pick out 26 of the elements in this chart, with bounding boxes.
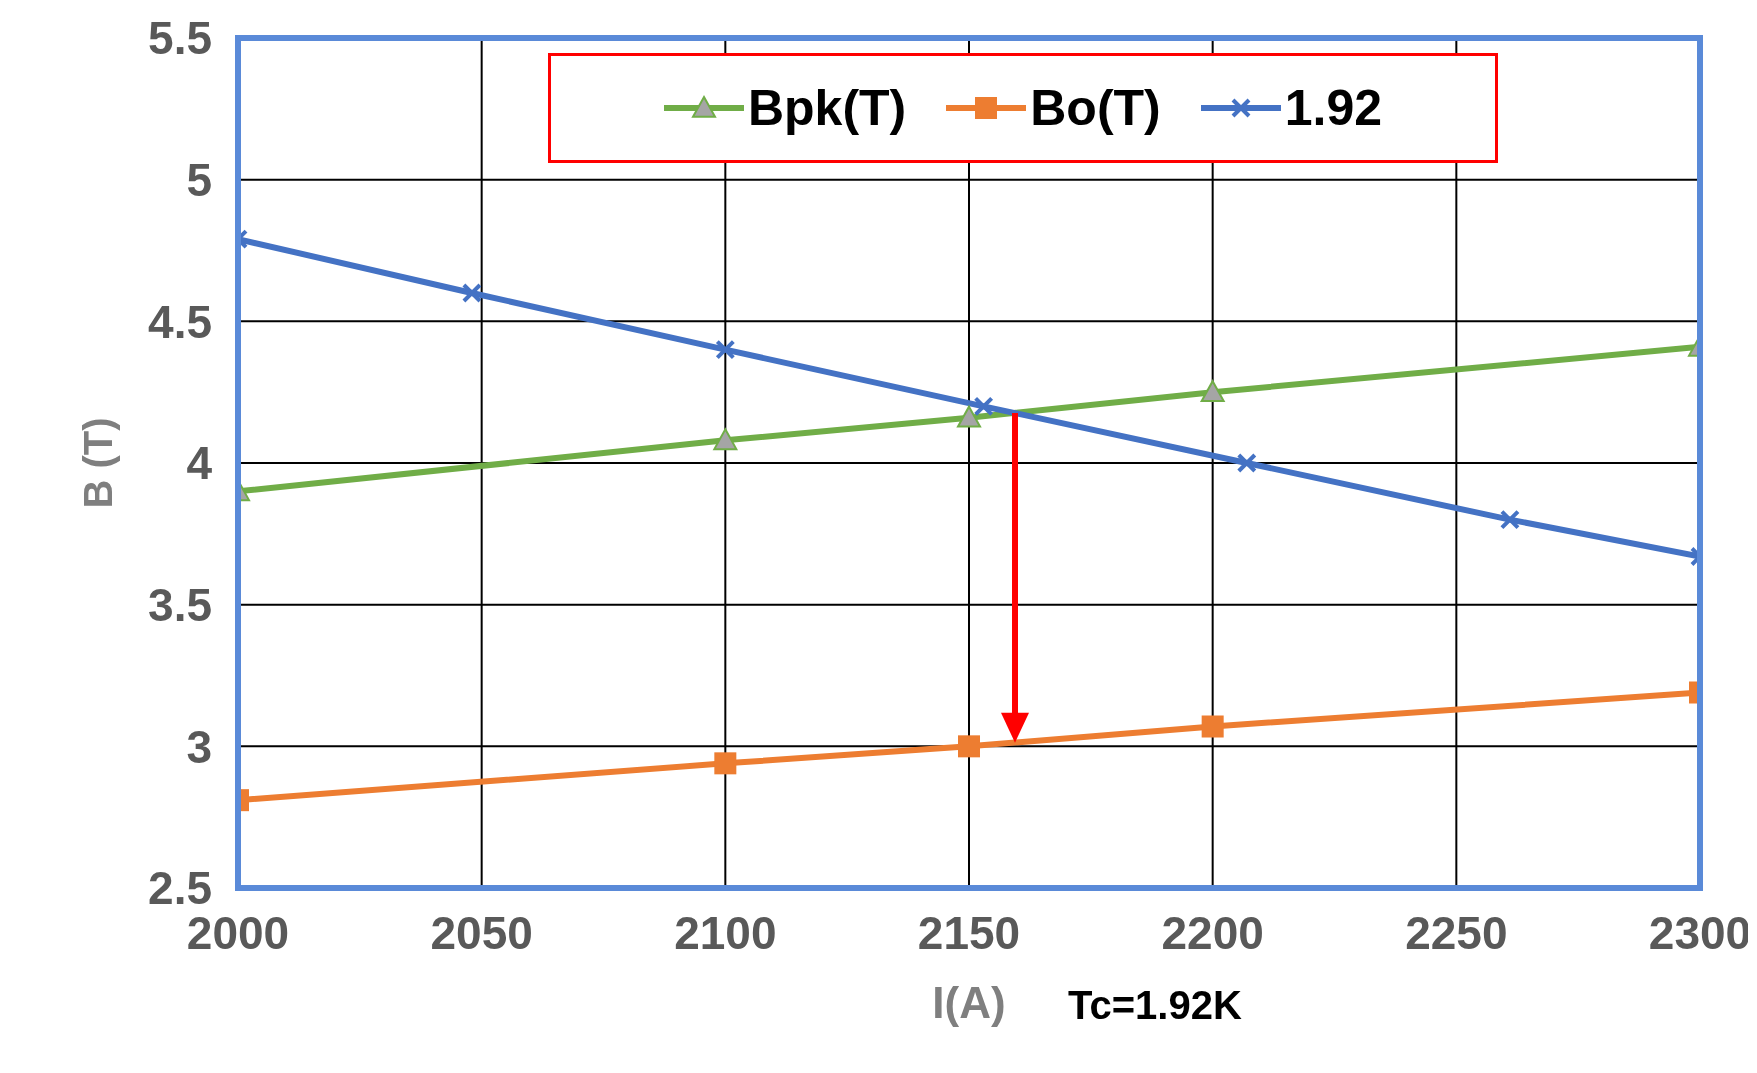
x-tick-label: 2100 (674, 906, 777, 959)
x-tick-label: 2250 (1405, 906, 1508, 959)
point (973, 396, 994, 417)
point (1201, 715, 1224, 738)
x-tick-label: 2150 (917, 906, 1021, 959)
legend-label: Bo(T) (1029, 79, 1161, 137)
y-tick-label: 4.5 (148, 295, 212, 348)
x-tick-label: 2050 (430, 906, 533, 959)
legend-label: 1.92 (1283, 79, 1383, 137)
point (1200, 380, 1225, 402)
y-tick-label: 3 (186, 720, 212, 773)
point (957, 405, 981, 428)
point (714, 752, 737, 775)
point (958, 735, 980, 758)
text: Tc=1.92K (1068, 983, 1242, 1028)
legend-label: Bpk(T) (746, 79, 907, 137)
y-tick-label: 5.5 (148, 12, 212, 65)
x-tick-label: 2200 (1161, 906, 1264, 959)
y-axis-title: B (T) (76, 417, 121, 509)
y-tick-label: 4 (186, 437, 213, 490)
x-axis-title: I(A) (932, 978, 1006, 1027)
point (713, 428, 738, 451)
point (1236, 453, 1257, 473)
y-tick-label: 5 (186, 154, 212, 206)
point (715, 339, 736, 360)
y-tick-label: 3.5 (148, 579, 212, 631)
